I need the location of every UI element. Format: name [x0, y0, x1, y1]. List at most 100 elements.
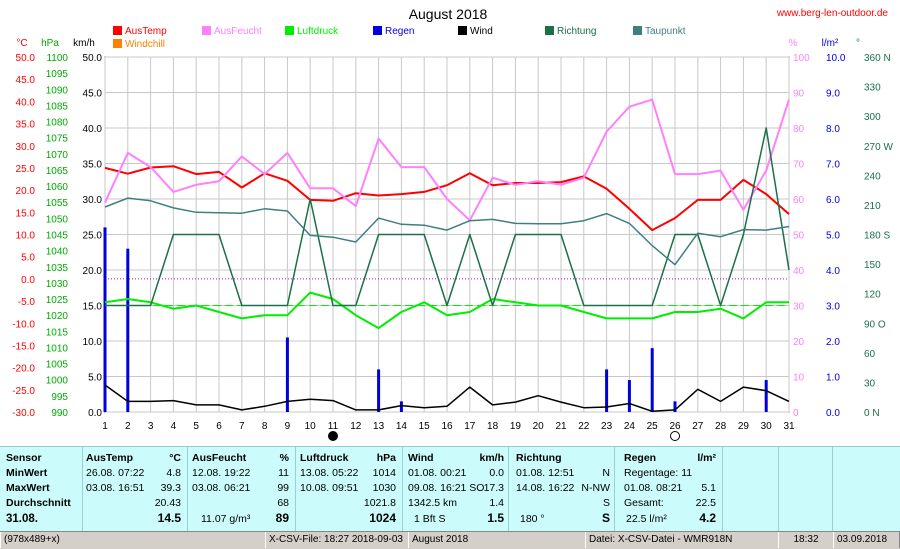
- pressure-tick-label: 995: [51, 392, 68, 403]
- rain-days: Regentage: 11: [624, 467, 693, 479]
- rain-bar: [377, 369, 381, 412]
- humidity-tick-label: 40: [793, 266, 805, 277]
- series-lines: [104, 98, 790, 413]
- legend-item-austemp: AusTemp: [113, 26, 167, 37]
- hum-min-date: 12.08. 19:22: [192, 467, 251, 479]
- website-link[interactable]: www.berg-len-outdoor.de: [776, 8, 889, 19]
- rain-bar: [605, 369, 609, 412]
- temp-tick-label: 20.0: [16, 186, 36, 197]
- direction-tick-label: 120: [864, 290, 881, 301]
- wind-beaufort: 1 Bft S: [414, 513, 446, 525]
- day-tick-label: 14: [396, 421, 408, 432]
- stats-header-sensor: Sensor: [6, 452, 42, 464]
- rain-total: 22.5: [695, 497, 716, 509]
- legend-item-regen: Regen: [373, 26, 414, 37]
- temp-tick-label: -30.0: [12, 408, 35, 419]
- temp-tick-label: 35.0: [16, 120, 36, 131]
- wind-line: [104, 384, 790, 413]
- press-current: 1024: [369, 511, 396, 525]
- rain-max-value: 5.1: [701, 482, 716, 494]
- status-bar: (978x489+x) X-CSV-File: 18:27 2018-09-03…: [0, 531, 900, 549]
- press-title: Luftdruck: [300, 452, 349, 464]
- day-tick-label: 19: [510, 421, 522, 432]
- rain-axis-unit: l/m²: [822, 38, 839, 49]
- wind-distance: 1342.5 km: [408, 497, 458, 509]
- hum-absolute: 11.07 g/m³: [201, 513, 251, 525]
- wind-max-value: 17.3: [483, 482, 504, 494]
- temp-average: 20.43: [154, 497, 181, 509]
- stats-direction-column: Richtung 01.08. 12:51 N 14.08. 16:22 N-N…: [508, 447, 615, 531]
- stats-label-avg: Durchschnitt: [6, 497, 71, 509]
- day-tick-label: 11: [328, 421, 339, 432]
- direction-tick-label: 300: [864, 112, 881, 123]
- status-month: August 2018: [408, 532, 586, 548]
- moon-full-icon: [670, 431, 680, 441]
- dir-average: S: [602, 497, 610, 509]
- hum-max-date: 03.08. 06:21: [192, 482, 251, 494]
- press-unit: hPa: [376, 452, 396, 464]
- legend-swatch: [545, 26, 554, 35]
- stats-empty-column-2: [778, 447, 833, 531]
- pressure-tick-label: 1040: [46, 247, 69, 258]
- dir-max-value: N-NW: [581, 482, 610, 494]
- dir-title: Richtung: [516, 452, 562, 464]
- stats-label-min: MinWert: [6, 467, 48, 479]
- day-tick-label: 3: [148, 421, 154, 432]
- taupunkt-line: [104, 197, 790, 266]
- dir-degrees: 180 °: [520, 513, 545, 525]
- rain-total-label: Gesamt:: [624, 497, 664, 509]
- legend-swatch: [202, 26, 211, 35]
- day-tick-label: 28: [715, 421, 727, 432]
- hum-min-value: 11: [278, 467, 289, 479]
- rain-tick-label: 3.0: [826, 302, 840, 313]
- pressure-tick-label: 1075: [46, 134, 69, 145]
- day-tick-label: 2: [125, 421, 131, 432]
- direction-axis-unit: °: [856, 38, 860, 49]
- wind-tick-label: 25.0: [83, 231, 103, 242]
- pressure-tick-label: 1050: [46, 214, 69, 225]
- wind-tick-label: 45.0: [83, 89, 103, 100]
- rain-tick-label: 9.0: [826, 89, 840, 100]
- wind-tick-label: 5.0: [88, 373, 102, 384]
- moon-new-icon: [328, 431, 338, 441]
- day-tick-label: 25: [647, 421, 659, 432]
- legend-swatch: [373, 26, 382, 35]
- hum-max-value: 99: [277, 482, 289, 494]
- pressure-axis-unit: hPa: [41, 38, 59, 49]
- temp-title: AusTemp: [86, 452, 134, 464]
- legend-label: Richtung: [557, 26, 596, 37]
- wind-axis-unit: km/h: [73, 38, 95, 49]
- weather-chart: August 2018 www.berg-len-outdoor.de AusT…: [12, 6, 893, 441]
- wind-max-date: 09.08. 16:21 SO: [408, 482, 485, 494]
- day-tick-label: 18: [487, 421, 499, 432]
- hum-unit: %: [279, 452, 289, 464]
- hum-title: AusFeucht: [192, 452, 247, 464]
- temp-tick-label: -5.0: [18, 297, 36, 308]
- dir-min-value: N: [602, 467, 610, 479]
- day-tick-label: 31: [783, 421, 795, 432]
- wind-average: 1.4: [489, 497, 504, 509]
- humidity-tick-label: 50: [793, 231, 805, 242]
- direction-tick-label: 0 N: [864, 408, 880, 419]
- pressure-tick-label: 1070: [46, 150, 69, 161]
- wind-tick-label: 40.0: [83, 124, 103, 135]
- pressure-tick-label: 1060: [46, 182, 69, 193]
- temp-min-value: 4.8: [166, 467, 181, 479]
- wind-min-date: 01.08. 00:21: [408, 467, 467, 479]
- wind-tick-label: 35.0: [83, 160, 103, 171]
- pressure-tick-label: 1065: [46, 166, 69, 177]
- press-average: 1021.8: [363, 497, 396, 509]
- temp-tick-label: 10.0: [16, 231, 36, 242]
- rain-bar: [673, 401, 677, 412]
- day-tick-label: 24: [624, 421, 636, 432]
- pressure-tick-label: 1090: [46, 85, 69, 96]
- stats-temp-column: AusTemp °C 26.08. 07:22 4.8 03.08. 16:51…: [82, 447, 188, 531]
- axis-unit-labels: °C hPa km/h % l/m² °: [16, 38, 860, 49]
- wind-unit: km/h: [479, 452, 504, 464]
- legend-item-wind: Wind: [458, 26, 493, 37]
- rain-bar: [650, 348, 654, 412]
- direction-tick-label: 150: [864, 260, 881, 271]
- pressure-tick-label: 1005: [46, 360, 69, 371]
- status-time: 18:32: [778, 532, 834, 548]
- day-tick-label: 15: [419, 421, 431, 432]
